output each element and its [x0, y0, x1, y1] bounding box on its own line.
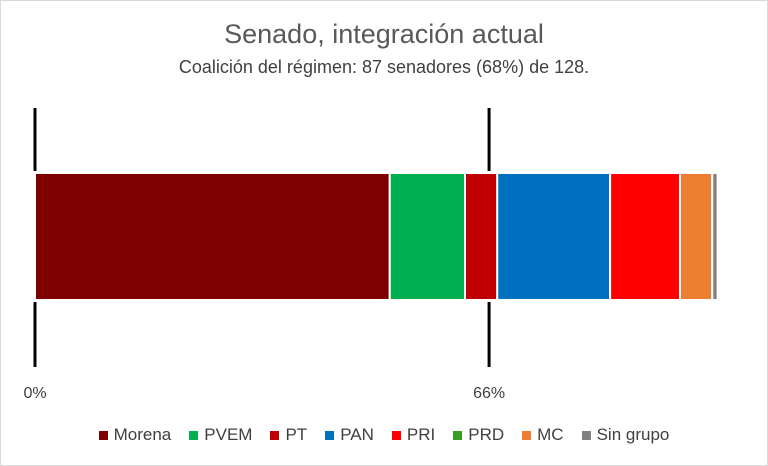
legend-label-sin-grupo: Sin grupo — [596, 425, 670, 444]
legend-swatch-pvem — [189, 430, 199, 440]
bar-segment-pt — [464, 172, 499, 301]
legend-label-pri: PRI — [406, 425, 436, 444]
bar-segment-pan — [496, 172, 612, 301]
stacked-bar-plot: 0% 66% — [23, 108, 719, 402]
legend-swatch-sin-grupo — [581, 430, 591, 440]
legend-item-pri: PRI — [391, 425, 436, 445]
bar-segment-pvem — [388, 172, 466, 301]
legend-item-sin-grupo: Sin grupo — [581, 425, 670, 445]
bar-segment-morena — [34, 172, 391, 301]
legend-label-pt: PT — [285, 425, 308, 444]
legend-swatch-prd — [453, 430, 463, 440]
legend-swatch-pt — [270, 430, 280, 440]
legend-item-pvem: PVEM — [189, 425, 252, 445]
legend-label-mc: MC — [537, 425, 564, 444]
legend-swatch-pan — [325, 430, 335, 440]
legend-item-prd: PRD — [453, 425, 504, 445]
legend-label-prd: PRD — [468, 425, 505, 444]
bar-segment-sin-grupo — [711, 172, 719, 301]
reference-label-0: 0% — [23, 385, 46, 402]
bar-segment-pri — [609, 172, 681, 301]
legend-swatch-mc — [522, 430, 532, 440]
legend-item-pt: PT — [270, 425, 307, 445]
legend-item-mc: MC — [522, 425, 564, 445]
legend-label-morena: Morena — [113, 425, 172, 444]
legend-label-pan: PAN — [340, 425, 374, 444]
legend-swatch-morena — [98, 430, 108, 440]
chart-title: Senado, integración actual — [224, 19, 544, 49]
legend-swatch-pri — [391, 430, 401, 440]
legend-label-pvem: PVEM — [204, 425, 253, 444]
reference-label-1: 66% — [473, 385, 505, 402]
bar-segment-mc — [679, 172, 714, 301]
legend: Morena PVEM PT PAN PRI PRD MC Sin grupo — [1, 425, 767, 445]
legend-item-pan: PAN — [325, 425, 374, 445]
legend-item-morena: Morena — [98, 425, 172, 445]
chart-subtitle: Coalición del régimen: 87 senadores (68%… — [178, 57, 590, 77]
